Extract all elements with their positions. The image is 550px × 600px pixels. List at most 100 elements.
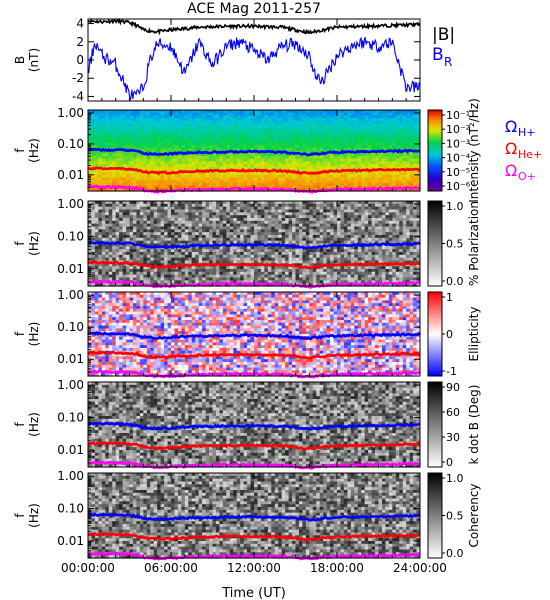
spectrogram-cell <box>402 172 407 176</box>
spectrogram-cell <box>357 115 362 119</box>
spectrogram-cell <box>146 220 151 225</box>
spectrogram-cell <box>202 252 207 256</box>
spectrogram-cell <box>181 131 186 135</box>
spectrogram-cell <box>285 126 290 130</box>
spectrogram-cell <box>115 172 120 176</box>
spectrogram-cell <box>392 212 397 216</box>
spectrogram-cell <box>343 218 348 222</box>
spectrogram-cell <box>101 246 106 250</box>
spectrogram-cell <box>91 243 96 247</box>
spectrogram-cell <box>233 155 238 160</box>
spectrogram-cell <box>122 252 127 256</box>
spectrogram-cell <box>285 223 290 228</box>
spectrogram-cell <box>136 110 141 114</box>
spectrogram-cell <box>285 118 290 122</box>
spectrogram-cell <box>271 203 276 208</box>
spectrogram-cell <box>143 161 148 165</box>
spectrogram-cell <box>395 131 400 135</box>
spectrogram-cell <box>392 206 397 211</box>
spectrogram-cell <box>98 223 103 228</box>
spectrogram-cell <box>381 235 387 239</box>
spectrogram-cell <box>233 128 238 133</box>
spectrogram-cell <box>312 158 317 162</box>
spectrogram-cell <box>188 126 193 130</box>
spectrogram-cell <box>184 166 189 170</box>
spectrogram-cell <box>267 131 272 135</box>
spectrogram-cell <box>350 237 355 242</box>
spectrogram-cell <box>298 243 304 247</box>
spectrogram-cell <box>330 201 335 205</box>
spectrogram-cell <box>340 235 345 239</box>
spectrogram-cell <box>88 169 93 173</box>
spectrogram-cell <box>271 137 276 141</box>
spectrogram-cell <box>378 164 383 168</box>
spectrogram-cell <box>198 126 203 130</box>
spectrogram-cell <box>305 206 310 211</box>
spectrogram-cell <box>364 174 369 179</box>
spectrogram-cell <box>222 182 227 187</box>
spectrogram-cell <box>112 128 117 133</box>
spectrogram-cell <box>402 249 407 253</box>
spectrogram-cell <box>371 161 376 165</box>
spectrogram-cell <box>240 166 245 170</box>
spectrogram-cell <box>143 223 148 228</box>
spectrogram-cell <box>399 115 404 119</box>
spectrogram-cell <box>337 226 342 230</box>
spectrogram-cell <box>271 240 276 245</box>
spectrogram-cell <box>101 112 106 116</box>
spectrogram-cell <box>233 209 238 213</box>
spectrogram-cell <box>350 180 355 184</box>
spectrogram-cell <box>381 134 387 138</box>
spectrogram-cell <box>136 120 141 125</box>
spectrogram-cell <box>260 223 265 228</box>
spectrogram-cell <box>101 155 106 160</box>
spectrogram-cell <box>343 246 348 250</box>
spectrogram-cell <box>378 246 383 250</box>
spectrogram-cell <box>91 145 96 149</box>
spectrogram-cell <box>122 120 127 125</box>
spectrogram-cell <box>298 209 304 213</box>
spectrogram-cell <box>381 172 387 176</box>
spectrogram-cell <box>132 180 138 184</box>
spectrogram-cell <box>406 139 411 143</box>
spectrogram-cell <box>202 174 207 179</box>
spectrogram-cell <box>139 206 144 211</box>
spectrogram-cell <box>212 161 217 165</box>
spectrogram-cell <box>368 180 373 184</box>
spectrogram-cell <box>267 215 272 219</box>
spectrogram-cell <box>243 203 248 208</box>
spectrogram-cell <box>302 237 307 242</box>
spectrogram-cell <box>229 252 234 256</box>
spectrogram-cell <box>281 252 286 256</box>
spectrogram-cell <box>254 254 259 259</box>
spectrogram-cell <box>409 134 414 138</box>
spectrogram-cell <box>385 128 390 133</box>
spectrogram-cell <box>285 137 290 141</box>
spectrogram-cell <box>368 220 373 225</box>
spectrogram-cell <box>416 177 420 181</box>
spectrogram-cell <box>132 237 138 242</box>
spectrogram-cell <box>101 243 106 247</box>
spectrogram-cell <box>188 223 193 228</box>
spectrogram-cell <box>202 209 207 213</box>
spectrogram-cell <box>285 147 290 152</box>
spectrogram-cell <box>395 128 400 133</box>
spectrogram-cell <box>381 155 387 160</box>
spectrogram-cell <box>236 153 241 157</box>
spectrogram-cell <box>402 177 407 181</box>
spectrogram-cell <box>298 142 304 146</box>
spectrogram-cell <box>337 142 342 146</box>
spectrogram-cell <box>402 110 407 114</box>
spectrogram-cell <box>271 185 276 189</box>
spectrogram-cell <box>264 172 269 176</box>
spectrogram-cell <box>122 153 127 157</box>
spectrogram-cell <box>195 249 200 253</box>
spectrogram-cell <box>212 118 217 122</box>
spectrogram-cell <box>350 120 355 125</box>
spectrogram-cell <box>357 226 362 230</box>
spectrogram-cell <box>298 123 304 127</box>
spectrogram-cell <box>312 212 317 216</box>
spectrogram-cell <box>319 164 324 168</box>
spectrogram-cell <box>340 229 345 233</box>
spectrogram-cell <box>233 252 238 256</box>
